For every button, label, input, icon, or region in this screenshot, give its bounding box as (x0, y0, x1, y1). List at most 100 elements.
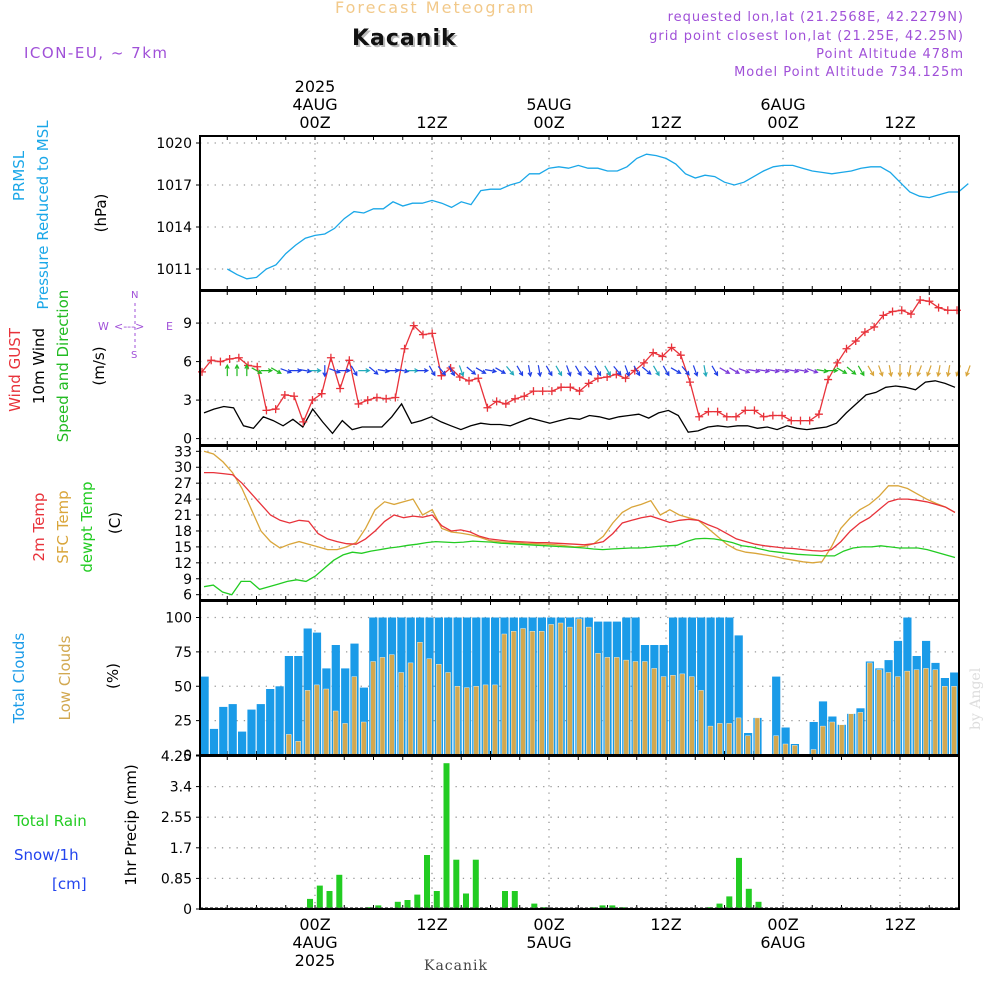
top-date-label: 5AUG (526, 95, 571, 114)
rain-bar (414, 894, 421, 909)
gust-marker (538, 387, 547, 396)
precip-ytick-label: 4.25 (161, 749, 192, 765)
gust-marker (732, 412, 741, 421)
wind-direction-arrow (692, 365, 699, 377)
wind-direction-arrow (537, 365, 543, 378)
top-time-label: 12Z (416, 113, 447, 132)
low-cloud-bar (370, 661, 376, 756)
low-cloud-bar (529, 631, 536, 756)
rain-bar (326, 891, 333, 909)
bottom-time-label: 12Z (884, 915, 915, 934)
snow-ylabel: Snow/1h (14, 846, 79, 864)
wind-direction-arrow (516, 365, 524, 377)
total-cloud-bar (200, 676, 209, 755)
wind-direction-arrow (906, 365, 912, 378)
wind-direction-arrow (857, 365, 865, 377)
gust-marker (326, 353, 335, 362)
gust-marker (759, 412, 768, 421)
wind-direction-arrow (945, 365, 951, 378)
gust-marker (557, 383, 566, 392)
top-time-label: 00Z (767, 113, 798, 132)
wind-direction-arrow (897, 365, 903, 378)
low-cloud-bar (642, 661, 648, 756)
gust-marker (437, 371, 446, 380)
low-cloud-bar (792, 745, 798, 756)
low-cloud-bar (848, 713, 854, 756)
bottom-time-label: 00Z (533, 915, 564, 934)
low-cloud-bar (407, 662, 414, 756)
gust-marker (750, 406, 759, 415)
total-cloud-bar (238, 731, 247, 755)
gust-marker (547, 387, 556, 396)
total-cloud-bar (256, 704, 265, 755)
total-cloud-bar (725, 617, 734, 755)
wind-direction-arrow (584, 366, 593, 376)
wind-direction-arrow (387, 368, 400, 374)
total-cloud-ylabel: Total Clouds (10, 633, 28, 725)
low-cloud-bar (492, 684, 498, 756)
gust-marker (520, 392, 529, 401)
wind-direction-arrow (624, 365, 631, 377)
gust-line (201, 299, 957, 424)
temperature-ytick-label: 9 (183, 572, 192, 588)
rain-bar (375, 905, 382, 909)
wind-direction-arrow (495, 367, 507, 374)
gust-marker (299, 417, 308, 426)
precip-ytick-label: 0.85 (161, 871, 192, 887)
low-cloud-bar (539, 631, 545, 756)
gust-marker (796, 416, 805, 425)
gust-marker (363, 396, 372, 405)
rain-bar (404, 900, 411, 909)
gust-marker (400, 344, 409, 353)
gust-marker (685, 378, 694, 387)
precip-ytick-label: 1.7 (170, 841, 192, 857)
low-cloud-bar (942, 686, 948, 756)
wind-direction-arrow (777, 368, 790, 374)
gust-marker (704, 407, 713, 416)
wind-direction-arrow (916, 365, 922, 377)
low-cloud-bar (286, 734, 292, 756)
top-time-label: 12Z (650, 113, 681, 132)
low-cloud-bar (436, 664, 442, 756)
low-cloud-bar (717, 723, 723, 756)
gust-marker (234, 353, 243, 362)
wind-direction-arrow (484, 368, 498, 374)
low-cloud-bar (454, 686, 461, 756)
temperature-ytick-label: 24 (174, 492, 192, 508)
low-cloud-bar (745, 735, 751, 756)
pressure-ytick-label: 1011 (156, 262, 192, 278)
low-cloud-bar (670, 675, 676, 756)
wind-direction-arrow (397, 368, 410, 374)
bottom-time-label: 00Z (767, 915, 798, 934)
total-cloud-bar (266, 689, 275, 755)
rain-bar (453, 859, 460, 909)
temperature-ytick-label: 30 (174, 460, 192, 476)
total-cloud-bar (809, 722, 818, 755)
gust-marker (492, 397, 501, 406)
wind-direction-arrow (260, 368, 274, 374)
gust-marker (391, 393, 400, 402)
low-cloud-bar (857, 712, 864, 756)
wind-direction-arrow (806, 368, 819, 374)
low-cloud-bar (735, 717, 742, 756)
gust-marker (925, 297, 934, 306)
gust-marker (345, 356, 354, 365)
pressure-panel: 1011 1014 1017 1020 (156, 136, 969, 290)
compass-south: S (131, 350, 137, 361)
wind-direction-arrow (846, 366, 857, 375)
pressure-ytick-label: 1020 (156, 136, 192, 152)
low-cloud-bar (389, 654, 395, 756)
wind-direction-ylabel: Speed and Direction (54, 290, 72, 443)
wind-direction-arrow (681, 366, 690, 376)
rain-bar (424, 855, 430, 909)
gust-marker (418, 330, 427, 339)
pressure-ytick-label: 1017 (156, 178, 192, 194)
wind-direction-arrow (416, 368, 430, 374)
low-cloud-bar (417, 642, 423, 756)
low-cloud-bar (904, 670, 910, 756)
gust-marker (888, 307, 897, 316)
low-cloud-bar (473, 686, 479, 756)
low-cloud-bar (501, 633, 507, 756)
gust-marker (253, 362, 262, 371)
top-date-label: 6AUG (760, 95, 805, 114)
